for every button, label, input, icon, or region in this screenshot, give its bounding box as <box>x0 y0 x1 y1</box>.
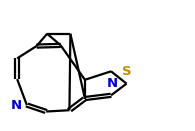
Text: N: N <box>11 99 22 111</box>
Text: N: N <box>106 77 118 90</box>
Text: S: S <box>122 65 131 78</box>
